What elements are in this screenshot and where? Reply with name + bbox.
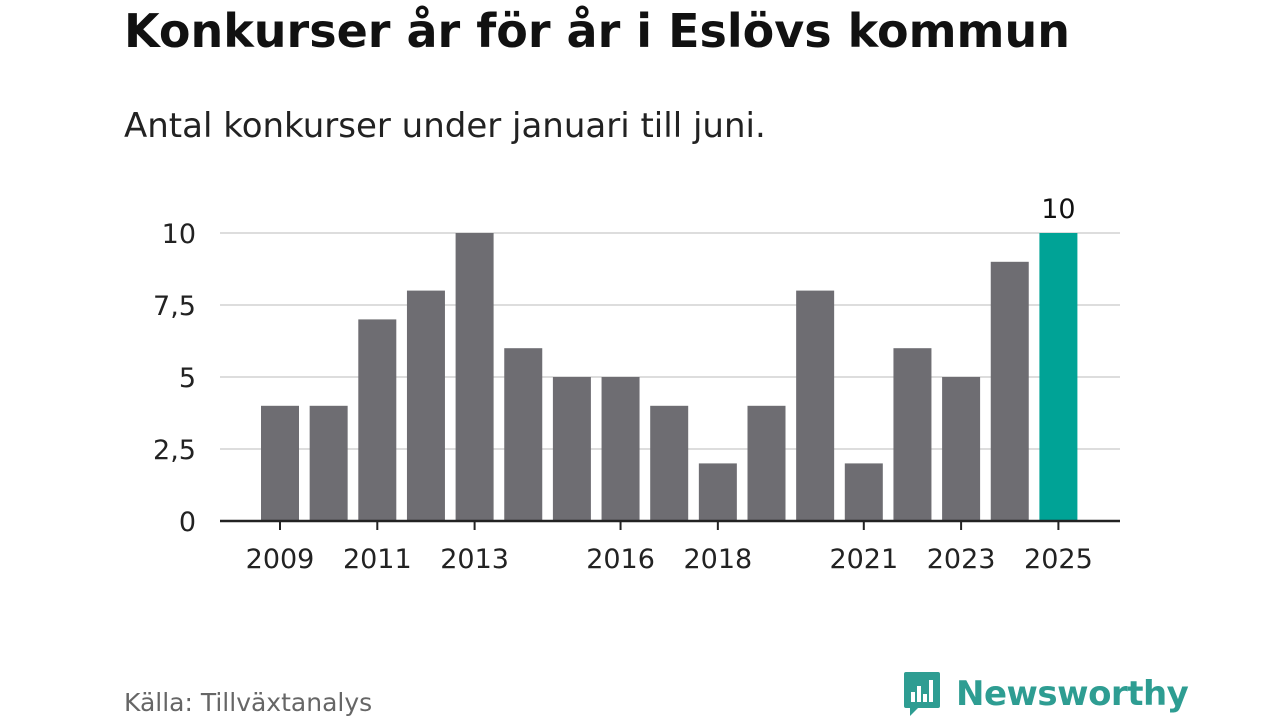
x-axis <box>220 519 1120 530</box>
bar-2016 <box>601 377 640 521</box>
bar-2021 <box>844 463 883 521</box>
highlight-value-label: 10 <box>1041 194 1075 225</box>
y-tick-label: 5 <box>179 363 196 394</box>
bar-2024 <box>990 261 1029 521</box>
bar-2020 <box>796 290 835 521</box>
bar-2013 <box>455 233 494 521</box>
brand-name: Newsworthy <box>956 674 1189 714</box>
bar-2023 <box>942 377 981 521</box>
y-tick-label: 10 <box>162 219 196 250</box>
bar-2019 <box>747 405 786 521</box>
bar-2010 <box>309 405 348 521</box>
x-tick-label: 2011 <box>343 544 412 575</box>
x-tick-label: 2021 <box>829 544 898 575</box>
x-axis-labels: 2009 2011 2013 2016 2018 2021 2023 2025 <box>246 544 1093 575</box>
newsworthy-logo-icon <box>904 672 940 716</box>
bar-2017 <box>650 405 689 521</box>
source-note: Källa: Tillväxtanalys <box>124 688 373 717</box>
bar-2018 <box>698 463 737 521</box>
chart-title: Konkurser år för år i Eslövs kommun <box>124 4 1070 58</box>
x-tick-label: 2025 <box>1024 544 1093 575</box>
bar-2009 <box>261 405 299 521</box>
x-tick-label: 2018 <box>683 544 752 575</box>
brand-logo: Newsworthy <box>902 670 1189 718</box>
bars <box>261 233 1078 521</box>
y-tick-label: 7,5 <box>153 291 196 322</box>
y-tick-label: 0 <box>179 507 196 538</box>
bar-2022 <box>893 348 932 521</box>
x-tick-label: 2009 <box>246 544 315 575</box>
bar-2012 <box>406 290 445 521</box>
bar-2015 <box>552 377 591 521</box>
y-axis-labels: 0 2,5 5 7,5 10 <box>153 219 196 538</box>
bar-2025 <box>1039 233 1078 521</box>
x-tick-label: 2013 <box>440 544 509 575</box>
x-tick-label: 2016 <box>586 544 655 575</box>
y-tick-label: 2,5 <box>153 435 196 466</box>
x-tick-label: 2023 <box>927 544 996 575</box>
data-labels: 10 <box>1041 194 1075 225</box>
bar-2011 <box>358 319 397 521</box>
bar-2014 <box>504 348 543 521</box>
chart-subtitle: Antal konkurser under januari till juni. <box>124 106 766 146</box>
